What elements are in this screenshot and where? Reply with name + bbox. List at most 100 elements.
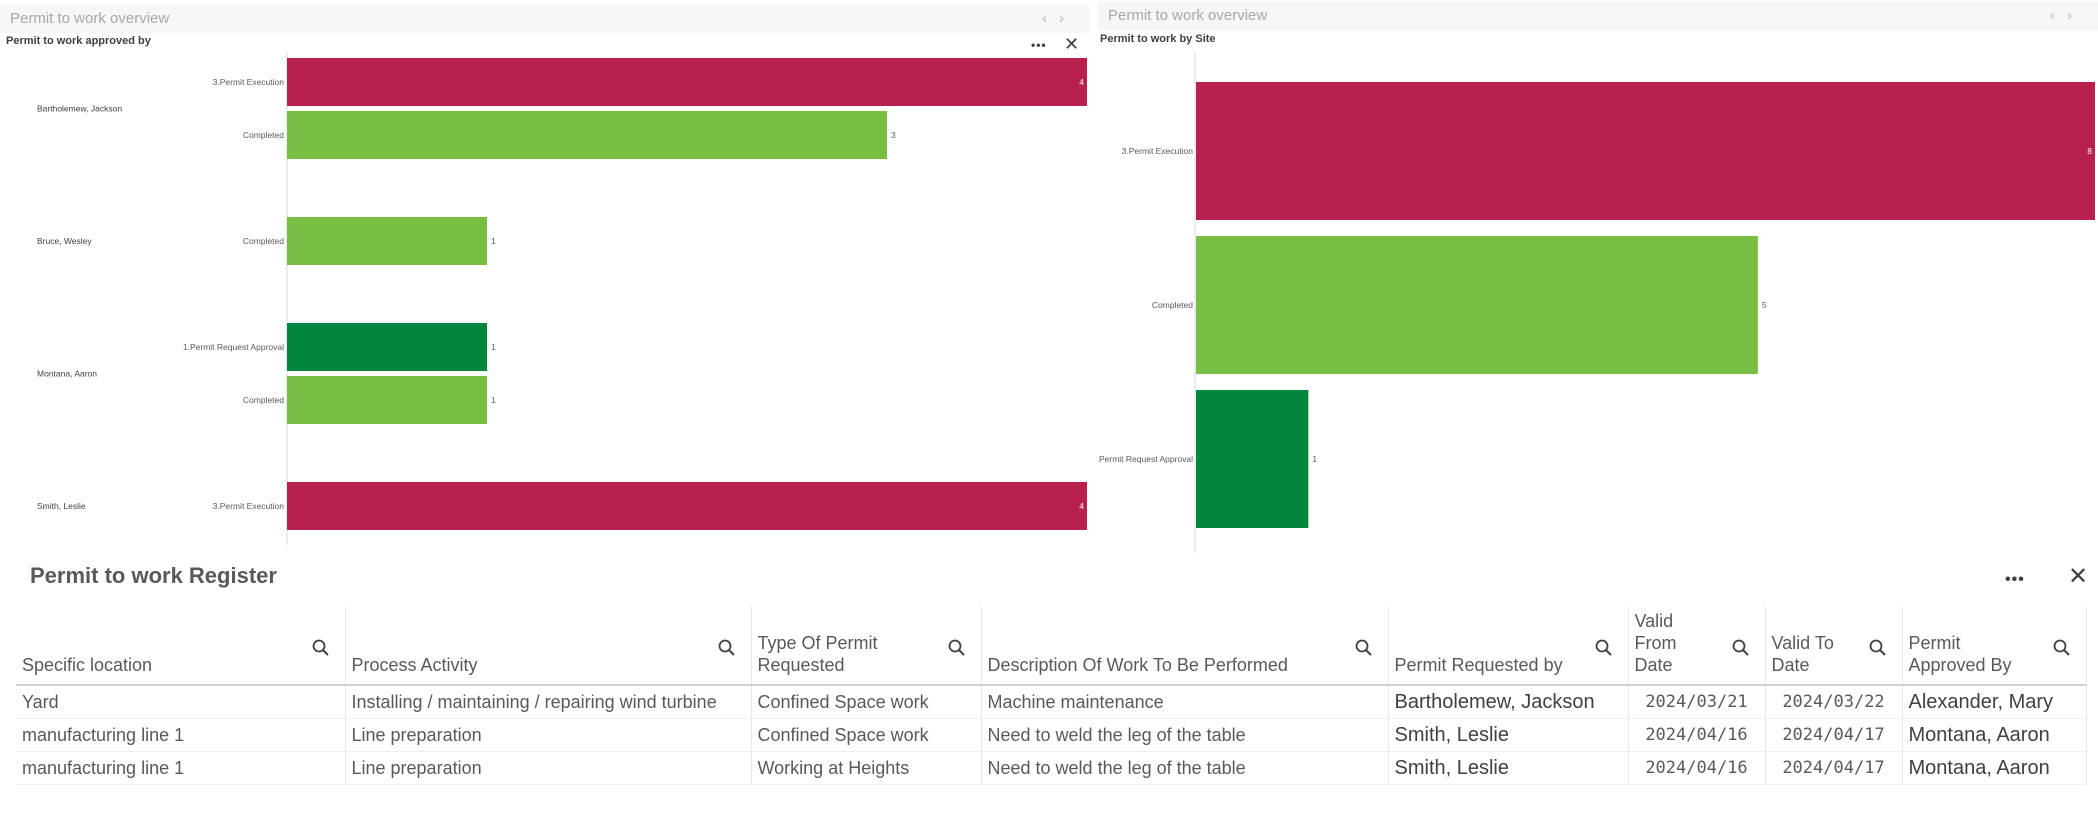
- bar[interactable]: [1196, 82, 2095, 220]
- bar-category-label: 3.Permit Execution: [213, 77, 285, 87]
- bar-category-label: 1.Permit Request Approval: [1098, 454, 1193, 464]
- bar[interactable]: [287, 111, 887, 159]
- column-header[interactable]: Permit Requested by: [1388, 606, 1629, 686]
- table-header-row: Specific location Process Activity Type Of…: [16, 606, 2087, 686]
- table-cell: Bartholemew, Jackson: [1388, 685, 1629, 719]
- left-panel-nav: ‹›: [1042, 5, 1076, 33]
- table-cell: Montana, Aaron: [1902, 718, 2087, 752]
- bar-value-label: 8: [2087, 146, 2092, 156]
- table-cell: Working at Heights: [751, 751, 982, 785]
- table-cell: Alexander, Mary: [1902, 685, 2087, 719]
- approved-by-bar-chart: 3.Permit Execution 4 Completed 3 Bartholemew…: [37, 52, 1087, 545]
- bar-value-label: 4: [1079, 77, 1084, 87]
- column-header[interactable]: Valid From Date: [1628, 606, 1766, 686]
- table-cell: Montana, Aaron: [1902, 751, 2087, 785]
- column-header[interactable]: Type Of Permit Requested: [751, 606, 982, 686]
- more-options-icon[interactable]: •••: [1031, 38, 1047, 52]
- table-cell: Smith, Leslie: [1388, 718, 1629, 752]
- group-label: Smith, Leslie: [37, 501, 86, 511]
- bar-category-label: Completed: [1152, 300, 1193, 310]
- next-arrow-icon[interactable]: ›: [2067, 7, 2084, 24]
- bar[interactable]: [287, 376, 487, 424]
- bar-category-label: 3.Permit Execution: [213, 501, 285, 511]
- table-cell: manufacturing line 1: [16, 751, 346, 785]
- table-cell: Line preparation: [345, 751, 752, 785]
- table-row[interactable]: manufacturing line 1 Line preparation Work…: [16, 751, 2087, 785]
- group-label: Montana, Aaron: [37, 369, 97, 379]
- table-cell: Line preparation: [345, 718, 752, 752]
- close-icon[interactable]: ✕: [2068, 563, 2089, 590]
- table-cell: 2024/03/22: [1765, 685, 1903, 719]
- search-icon[interactable]: [947, 638, 967, 658]
- table-cell: Confined Space work: [751, 685, 982, 719]
- table-cell: Yard: [16, 685, 346, 719]
- bar-value-label: 1: [1312, 454, 1317, 464]
- bar-value-label: 5: [1762, 300, 1767, 310]
- table-cell: 2024/04/17: [1765, 718, 1903, 752]
- search-icon[interactable]: [311, 638, 331, 658]
- bar-value-label: 1: [491, 395, 496, 405]
- table-body: Yard Installing / maintaining / repairing…: [16, 685, 2087, 785]
- next-arrow-icon[interactable]: ›: [1059, 10, 1076, 27]
- table-row[interactable]: manufacturing line 1 Line preparation Conf…: [16, 718, 2087, 752]
- right-panel-title: Permit to work overview: [1108, 7, 1268, 24]
- prev-arrow-icon[interactable]: ‹: [2050, 7, 2067, 24]
- column-header-label: Process Activity: [351, 655, 478, 675]
- column-header-label: Description Of Work To Be Performed: [987, 655, 1288, 675]
- bar-category-label: Completed: [243, 236, 284, 246]
- table-cell: 2024/04/16: [1628, 718, 1766, 752]
- table-cell: Machine maintenance: [981, 685, 1389, 719]
- table-cell: Need to weld the leg of the table: [981, 718, 1389, 752]
- table-cell: 2024/04/17: [1765, 751, 1903, 785]
- table-cell: 2024/04/16: [1628, 751, 1766, 785]
- column-header[interactable]: Permit Approved By: [1902, 606, 2087, 686]
- register-title: Permit to work Register: [30, 563, 277, 588]
- bar-value-label: 1: [491, 342, 496, 352]
- search-icon[interactable]: [1354, 638, 1374, 658]
- more-options-icon[interactable]: •••: [2005, 571, 2025, 588]
- bar[interactable]: [1196, 390, 1309, 528]
- right-panel-nav: ‹›: [2050, 2, 2084, 30]
- table-cell: Smith, Leslie: [1388, 751, 1629, 785]
- column-header-label: Permit Approved By: [1908, 633, 2012, 675]
- left-panel-title: Permit to work overview: [10, 10, 170, 27]
- table-cell: manufacturing line 1: [16, 718, 346, 752]
- by-site-bar-chart: 3.Permit Execution 8 Completed 5 1.Permit Re…: [1098, 52, 2095, 553]
- bar[interactable]: [287, 217, 487, 265]
- bar[interactable]: [287, 323, 487, 371]
- close-icon[interactable]: ✕: [1064, 34, 1080, 54]
- bar[interactable]: [287, 58, 1087, 106]
- group-label: Bruce, Wesley: [37, 236, 92, 246]
- left-chart-title: Permit to work approved by: [6, 35, 151, 47]
- table-cell: Installing / maintaining / repairing win…: [345, 685, 752, 719]
- bar-category-label: Completed: [243, 395, 284, 405]
- column-header[interactable]: Specific location: [16, 606, 346, 686]
- table-row[interactable]: Yard Installing / maintaining / repairing…: [16, 685, 2087, 719]
- search-icon[interactable]: [2052, 638, 2072, 658]
- table-cell: 2024/03/21: [1628, 685, 1766, 719]
- column-header[interactable]: Description Of Work To Be Performed: [981, 606, 1389, 686]
- column-header-label: Valid To Date: [1771, 633, 1834, 675]
- column-header-label: Valid From Date: [1634, 611, 1677, 675]
- bar-value-label: 3: [891, 130, 896, 140]
- column-header-label: Type Of Permit Requested: [757, 633, 878, 675]
- search-icon[interactable]: [1868, 638, 1888, 658]
- bar-value-label: 4: [1079, 501, 1084, 511]
- bar[interactable]: [1196, 236, 1758, 374]
- bar-category-label: 3.Permit Execution: [1122, 146, 1194, 156]
- group-label: Bartholemew, Jackson: [37, 104, 122, 114]
- left-panel-header: Permit to work overview ‹›: [0, 5, 1090, 33]
- bar-value-label: 1: [491, 236, 496, 246]
- search-icon[interactable]: [717, 638, 737, 658]
- right-chart-title: Permit to work by Site: [1100, 33, 1216, 45]
- search-icon[interactable]: [1594, 638, 1614, 658]
- search-icon[interactable]: [1731, 638, 1751, 658]
- bar-category-label: Completed: [243, 130, 284, 140]
- column-header[interactable]: Process Activity: [345, 606, 752, 686]
- prev-arrow-icon[interactable]: ‹: [1042, 10, 1059, 27]
- bar[interactable]: [287, 482, 1087, 530]
- bar-category-label: 1.Permit Request Approval: [183, 342, 284, 352]
- permit-register-table: Specific location Process Activity Type Of…: [16, 606, 2087, 785]
- column-header[interactable]: Valid To Date: [1765, 606, 1903, 686]
- column-header-label: Permit Requested by: [1394, 655, 1563, 675]
